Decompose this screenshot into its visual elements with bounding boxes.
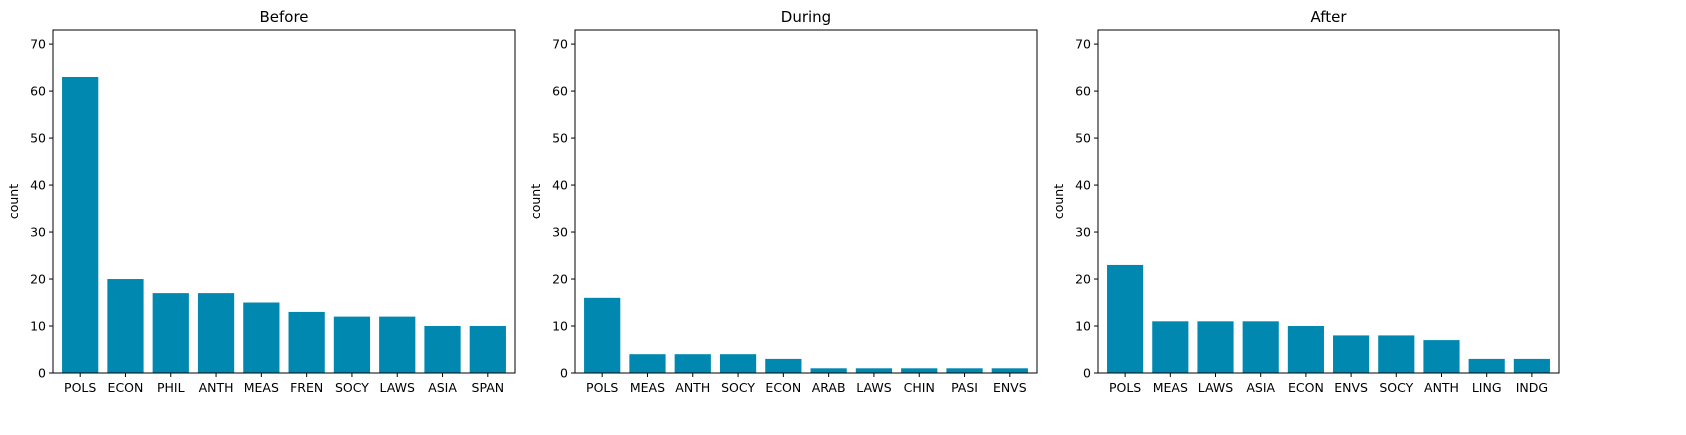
y-tick-label: 30 (1075, 225, 1091, 240)
bar-phil (152, 293, 189, 373)
y-tick-label: 10 (30, 319, 46, 334)
y-tick-label: 40 (1075, 178, 1091, 193)
y-tick-label: 50 (552, 131, 568, 146)
y-tick-label: 30 (30, 225, 46, 240)
x-tick-label: INDG (1516, 380, 1548, 395)
bar-arab (810, 368, 847, 373)
bar-anth (197, 293, 235, 373)
bar-econ (107, 279, 144, 373)
bar-asia (1242, 321, 1279, 373)
x-tick-label: ECON (108, 380, 144, 395)
bar-chin (901, 368, 938, 373)
y-tick-label: 60 (1075, 84, 1091, 99)
y-tick-label: 0 (38, 366, 46, 381)
y-tick-label: 20 (30, 272, 46, 287)
bar-econ (1287, 326, 1324, 373)
x-tick-label: SOCY (1379, 380, 1413, 395)
bar-pols (1107, 264, 1144, 373)
y-tick-label: 70 (1075, 37, 1091, 52)
chart-title: During (781, 8, 831, 26)
chart-panel-after: After count POLS MEAS LAWS ASIA ECON ENVS SOCY… (1051, 8, 1560, 395)
y-tick-label: 50 (1075, 131, 1091, 146)
chart-title: After (1310, 8, 1347, 26)
bar-fren (288, 311, 325, 373)
x-tick-label: CHIN (904, 380, 935, 395)
plot-frame (52, 29, 516, 374)
x-tick-label: ARAB (812, 380, 846, 395)
x-tick-label: MEAS (1153, 380, 1188, 395)
plot-frame (1097, 29, 1560, 374)
x-tick-label: ECON (765, 380, 801, 395)
x-tick-label: ANTH (1424, 380, 1459, 395)
x-tick-label: LAWS (380, 380, 415, 395)
x-tick-label: ENVS (1334, 380, 1368, 395)
bar-span (469, 326, 506, 373)
x-tick-label: LING (1472, 380, 1502, 395)
x-tick-label: FREN (290, 380, 323, 395)
x-tick-label: MEAS (244, 380, 279, 395)
chart-panel-before: Before count POLS ECON PHIL ANTH MEAS FREN SOC… (6, 8, 516, 395)
y-tick-label: 40 (552, 178, 568, 193)
bar-anth (674, 354, 711, 373)
x-tick-label: PASI (951, 380, 978, 395)
bar-ling (1468, 358, 1505, 373)
bar-socy (719, 354, 757, 373)
bar-meas (629, 354, 666, 373)
x-tick-label: SOCY (335, 380, 369, 395)
y-tick-label: 20 (552, 272, 568, 287)
x-tick-label: PHIL (157, 380, 185, 395)
x-tick-label: POLS (64, 380, 96, 395)
y-tick-label: 70 (30, 37, 46, 52)
bar-socy (1378, 335, 1415, 373)
bar-meas (243, 302, 280, 373)
bar-indg (1513, 358, 1550, 373)
x-tick-label: SPAN (472, 380, 505, 395)
y-tick-label: 10 (552, 319, 568, 334)
bar-envs (991, 368, 1028, 373)
x-tick-label: POLS (1109, 380, 1141, 395)
bar-envs (1333, 335, 1370, 373)
x-tick-label: ENVS (993, 380, 1027, 395)
x-tick-label: ANTH (675, 380, 710, 395)
y-axis-label: count (528, 184, 543, 219)
y-tick-label: 30 (552, 225, 568, 240)
bar-laws (1197, 321, 1234, 373)
bar-pols (584, 297, 621, 373)
bar-pasi (946, 368, 983, 373)
bar-econ (765, 358, 802, 373)
x-tick-label: ANTH (199, 380, 234, 395)
y-tick-label: 0 (560, 366, 568, 381)
y-tick-label: 50 (30, 131, 46, 146)
x-tick-label: LAWS (856, 380, 891, 395)
bar-laws (379, 316, 416, 373)
x-tick-label: SOCY (721, 380, 755, 395)
bar-pols (62, 76, 99, 373)
bar-anth (1423, 340, 1460, 373)
bar-laws (855, 368, 893, 373)
bar-socy (333, 316, 371, 373)
y-tick-label: 40 (30, 178, 46, 193)
x-tick-label: MEAS (630, 380, 665, 395)
y-tick-label: 60 (30, 84, 46, 99)
y-axis-label: count (6, 184, 21, 219)
x-tick-label: LAWS (1198, 380, 1233, 395)
x-tick-label: POLS (586, 380, 618, 395)
x-tick-label: ECON (1288, 380, 1324, 395)
y-tick-label: 20 (1075, 272, 1091, 287)
y-tick-label: 70 (552, 37, 568, 52)
y-axis-label: count (1051, 184, 1066, 219)
chart-title: Before (259, 8, 308, 26)
bar-asia (424, 326, 461, 373)
x-tick-label: ASIA (428, 380, 457, 395)
plot-frame (574, 29, 1038, 374)
y-tick-label: 10 (1075, 319, 1091, 334)
chart-panel-during: During count POLS MEAS ANTH SOCY ECON ARAB LAW… (528, 8, 1038, 395)
x-tick-label: ASIA (1246, 380, 1275, 395)
bar-meas (1152, 321, 1189, 373)
y-tick-label: 60 (552, 84, 568, 99)
y-tick-label: 0 (1083, 366, 1091, 381)
